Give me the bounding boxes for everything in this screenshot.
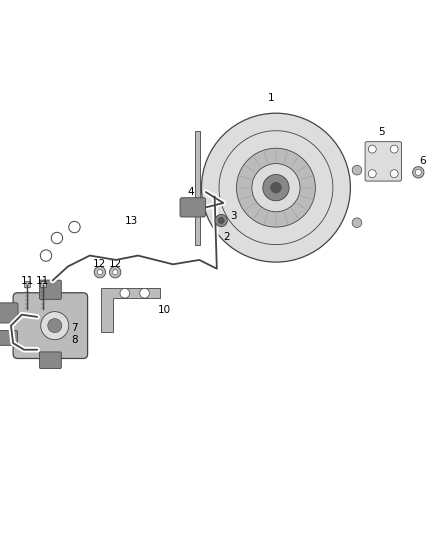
Circle shape	[113, 270, 118, 275]
Circle shape	[201, 113, 350, 262]
Circle shape	[120, 288, 130, 298]
Text: 1: 1	[268, 93, 275, 103]
Text: 13: 13	[125, 215, 138, 225]
Text: 12: 12	[93, 259, 106, 269]
Text: 7: 7	[71, 323, 78, 333]
Text: 4: 4	[187, 187, 194, 197]
Text: 3: 3	[230, 211, 237, 221]
Circle shape	[140, 288, 149, 298]
Text: 8: 8	[71, 335, 78, 345]
Circle shape	[368, 169, 376, 177]
FancyBboxPatch shape	[39, 280, 61, 300]
Circle shape	[48, 319, 62, 333]
Circle shape	[218, 217, 224, 223]
Circle shape	[94, 266, 106, 278]
Circle shape	[352, 218, 362, 228]
Bar	[195, 131, 200, 245]
FancyBboxPatch shape	[13, 293, 88, 359]
Circle shape	[413, 167, 424, 178]
Circle shape	[215, 214, 227, 227]
Circle shape	[41, 312, 69, 340]
Circle shape	[368, 145, 376, 153]
Circle shape	[110, 266, 121, 278]
Text: 12: 12	[109, 259, 122, 269]
Circle shape	[252, 164, 300, 212]
Text: 11: 11	[36, 276, 49, 286]
FancyBboxPatch shape	[365, 142, 401, 181]
Circle shape	[415, 169, 421, 175]
Circle shape	[271, 182, 281, 193]
FancyBboxPatch shape	[180, 198, 205, 217]
Polygon shape	[101, 288, 160, 332]
Text: 10: 10	[158, 305, 171, 316]
Text: 2: 2	[223, 232, 230, 242]
Circle shape	[352, 165, 362, 175]
Circle shape	[390, 145, 398, 153]
Bar	[24, 281, 30, 287]
Circle shape	[390, 169, 398, 177]
Text: 11: 11	[21, 276, 34, 286]
Circle shape	[97, 270, 102, 275]
Bar	[40, 281, 46, 287]
Circle shape	[237, 148, 315, 227]
FancyBboxPatch shape	[0, 330, 18, 345]
FancyBboxPatch shape	[39, 352, 61, 368]
Text: 6: 6	[419, 156, 426, 166]
FancyBboxPatch shape	[0, 303, 18, 323]
Text: 5: 5	[378, 127, 385, 138]
Circle shape	[263, 174, 289, 201]
